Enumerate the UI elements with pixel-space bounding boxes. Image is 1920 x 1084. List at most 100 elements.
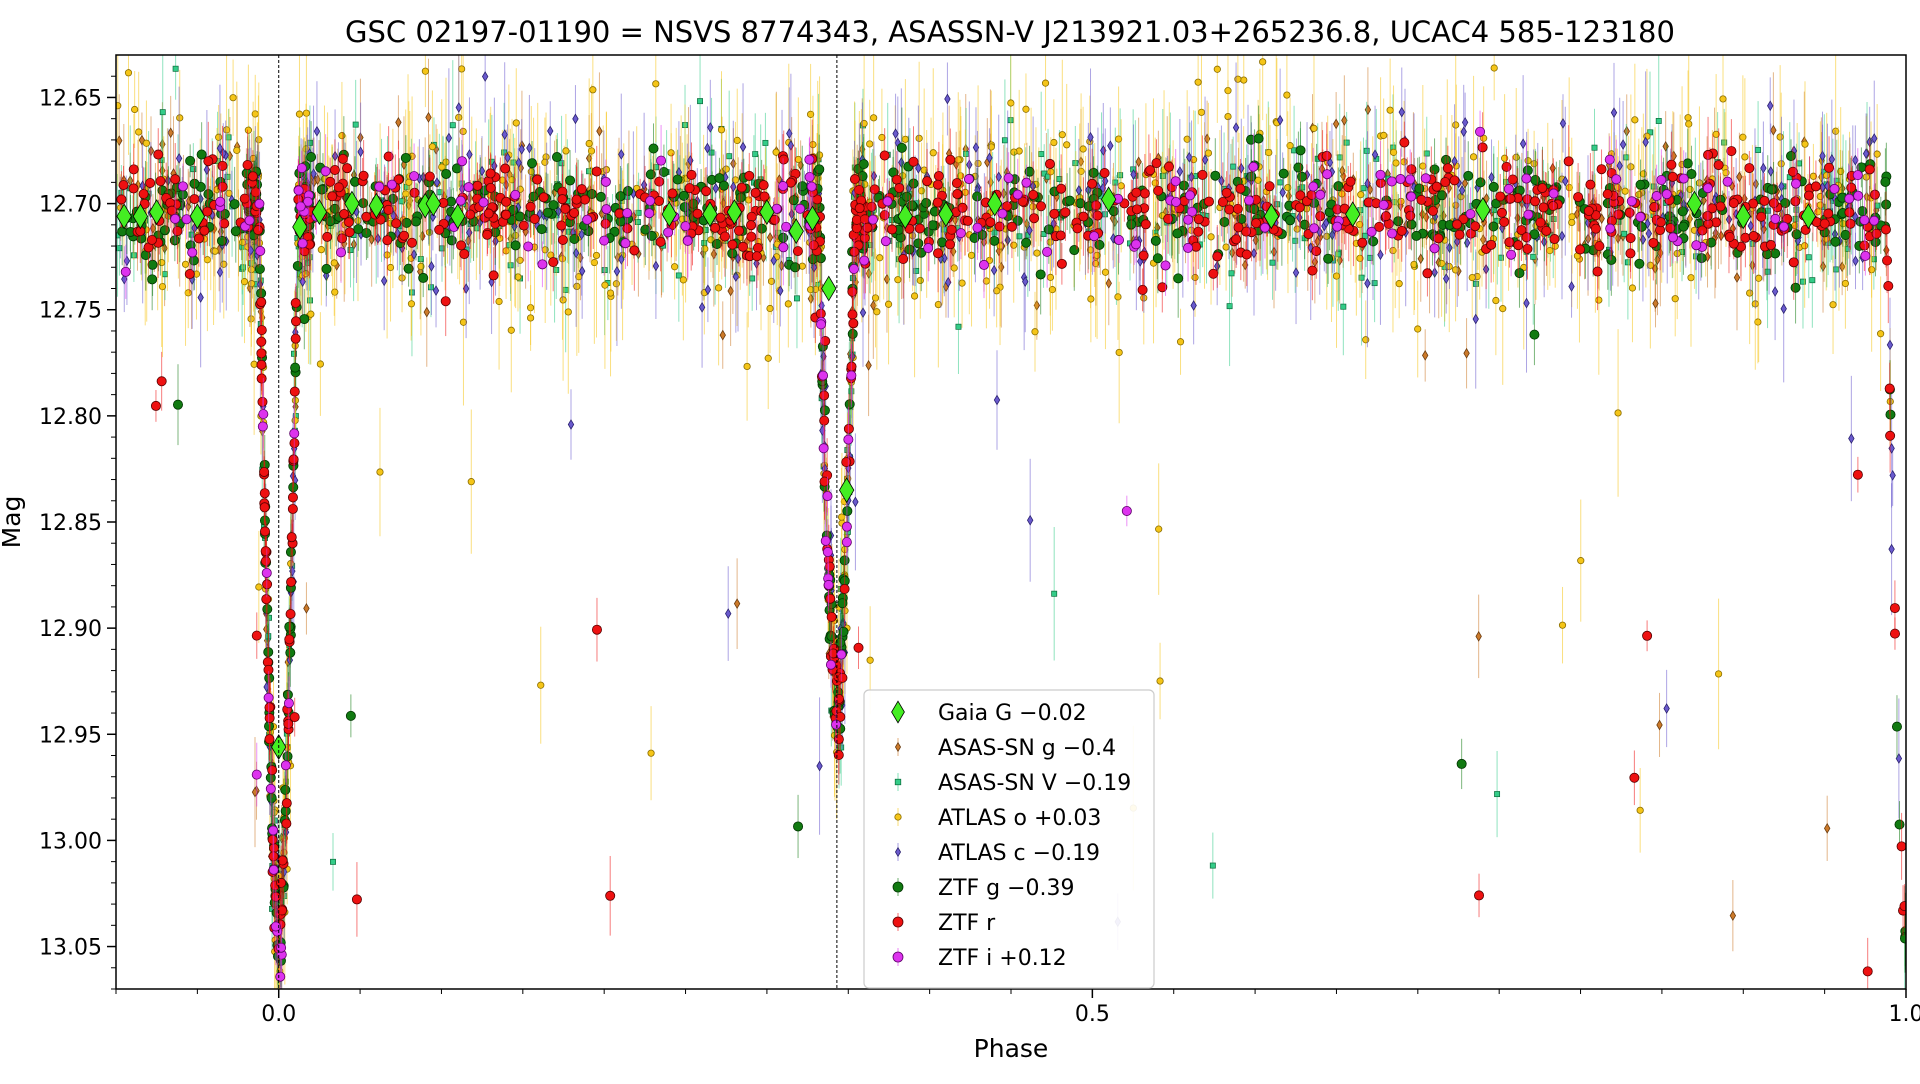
data-point: [565, 309, 571, 315]
data-point: [419, 273, 428, 282]
data-point: [859, 160, 868, 169]
data-point: [458, 66, 464, 72]
data-point: [1685, 114, 1691, 120]
data-point: [256, 584, 262, 590]
data-point: [1157, 678, 1163, 684]
data-point: [1596, 297, 1602, 303]
data-point: [560, 297, 566, 303]
data-point: [879, 134, 885, 140]
data-point: [1241, 77, 1247, 83]
data-point: [460, 128, 466, 134]
data-point: [725, 609, 730, 618]
data-point: [1473, 314, 1478, 323]
data-point: [1734, 273, 1739, 282]
data-point: [1198, 109, 1204, 115]
data-point: [118, 227, 127, 236]
data-point: [1042, 80, 1048, 86]
data-point: [1393, 160, 1399, 166]
data-point: [1520, 139, 1525, 148]
data-point: [715, 285, 721, 291]
data-point: [1011, 149, 1017, 155]
data-point: [911, 293, 917, 299]
data-point: [283, 752, 292, 761]
data-point: [358, 147, 363, 156]
chart-title: GSC 02197-01190 = NSVS 8774343, ASASSN-V…: [345, 15, 1675, 49]
data-point: [1569, 219, 1575, 225]
data-point: [798, 182, 807, 191]
data-point: [204, 257, 210, 263]
data-point: [1810, 278, 1815, 283]
data-point: [1890, 471, 1895, 480]
data-point: [1064, 142, 1070, 148]
data-point: [602, 282, 608, 288]
data-point: [231, 227, 240, 236]
data-point: [1569, 282, 1574, 291]
data-point: [527, 159, 536, 168]
data-point: [1044, 225, 1053, 234]
data-point: [447, 236, 456, 245]
data-point: [433, 286, 438, 295]
data-point: [597, 127, 602, 136]
data-point: [1195, 79, 1201, 85]
data-point: [1002, 138, 1007, 143]
data-point: [708, 123, 713, 132]
data-point: [496, 298, 502, 304]
data-point: [1365, 279, 1370, 288]
data-point: [1802, 141, 1808, 147]
data-point: [999, 263, 1004, 272]
data-point: [853, 497, 858, 506]
data-point: [300, 314, 309, 323]
data-point: [1008, 100, 1014, 106]
data-point: [230, 199, 239, 208]
data-point: [1476, 632, 1481, 641]
data-point: [1362, 233, 1367, 238]
data-point: [1254, 134, 1263, 143]
data-point: [1205, 150, 1211, 156]
data-point: [860, 308, 865, 317]
data-point: [1270, 260, 1275, 265]
data-point: [1365, 105, 1370, 114]
data-point: [1494, 791, 1499, 796]
data-point: [1637, 807, 1643, 813]
data-point: [234, 147, 240, 153]
data-point: [994, 395, 999, 404]
data-point: [799, 263, 805, 269]
data-point: [586, 140, 592, 146]
data-point: [1361, 186, 1366, 191]
data-point: [248, 280, 254, 286]
data-point: [1491, 65, 1497, 71]
data-point: [1080, 146, 1086, 152]
data-point: [1622, 188, 1628, 194]
data-point: [401, 153, 410, 162]
data-point: [159, 283, 165, 289]
data-point: [767, 233, 772, 242]
data-point: [1881, 177, 1890, 186]
data-point: [1791, 283, 1800, 292]
data-point: [1715, 671, 1721, 677]
data-point: [1073, 161, 1078, 166]
data-point: [1592, 145, 1597, 150]
data-point: [548, 126, 553, 135]
data-point: [866, 141, 872, 147]
data-point: [1108, 141, 1113, 150]
data-point: [1824, 824, 1829, 833]
data-point: [1047, 274, 1053, 280]
data-point: [251, 361, 257, 367]
data-point: [1578, 557, 1584, 563]
data-point: [331, 260, 337, 266]
data-point: [1887, 340, 1892, 349]
data-point: [381, 276, 386, 285]
data-point: [1489, 182, 1498, 191]
data-point: [1284, 92, 1290, 98]
data-point: [1089, 168, 1098, 177]
data-point: [537, 225, 546, 234]
data-point: [1696, 180, 1702, 186]
data-point: [1831, 237, 1840, 246]
data-point: [1768, 101, 1773, 110]
data-point: [429, 143, 435, 149]
data-point: [1664, 704, 1669, 713]
data-point: [293, 261, 302, 270]
data-point: [304, 604, 309, 613]
data-point: [124, 256, 129, 265]
data-point: [317, 361, 323, 367]
